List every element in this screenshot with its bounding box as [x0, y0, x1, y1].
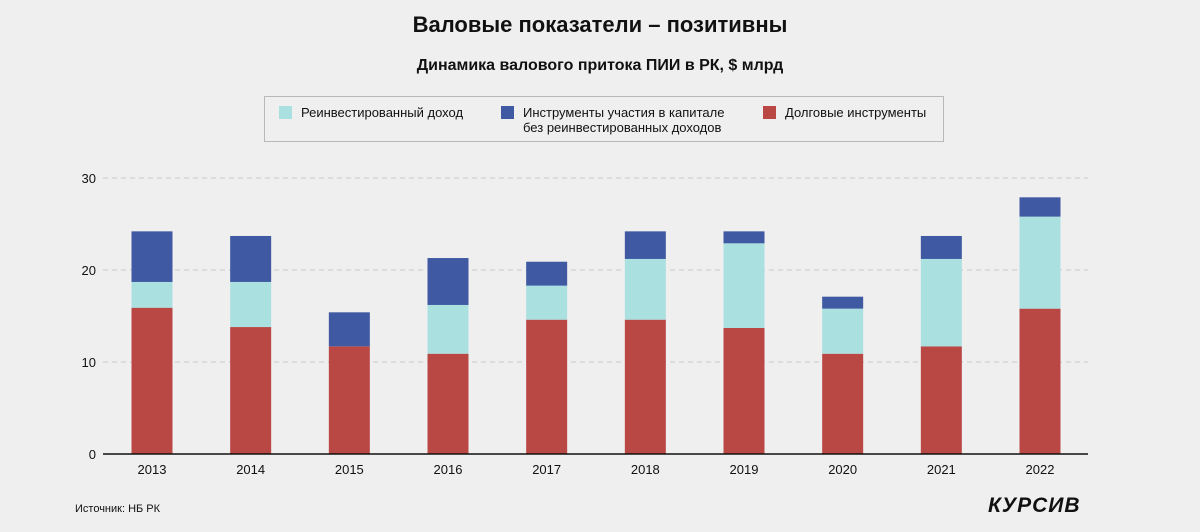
x-tick-label: 2018	[631, 462, 660, 477]
y-tick-label: 30	[82, 171, 96, 186]
bar-segment	[230, 327, 272, 454]
legend: Реинвестированный доход Инструменты учас…	[264, 96, 944, 142]
bar-segment	[723, 231, 765, 244]
bar-segment	[526, 319, 568, 454]
bar-segment	[822, 353, 864, 454]
logo: КУРСИВ	[988, 494, 1081, 517]
bar-segment	[230, 235, 272, 282]
bar-segment	[822, 296, 864, 309]
legend-label-line: Инструменты участия в капитале	[523, 105, 725, 120]
bar-segment	[624, 319, 666, 454]
x-tick-label: 2022	[1026, 462, 1055, 477]
x-tick-label: 2017	[532, 462, 561, 477]
legend-swatch	[763, 106, 776, 119]
bar-segment	[920, 258, 962, 347]
x-tick-label: 2016	[434, 462, 463, 477]
legend-label-line: без реинвестированных доходов	[523, 120, 722, 135]
bar-segment	[427, 304, 469, 354]
legend-label: Реинвестированный доход	[301, 105, 464, 120]
bar-segment	[1019, 216, 1061, 309]
bar-segment	[328, 312, 370, 347]
x-tick-label: 2020	[828, 462, 857, 477]
bar-segment	[131, 231, 173, 282]
bar-segment	[723, 327, 765, 454]
bar-segment	[131, 281, 173, 308]
bar-segment	[526, 285, 568, 320]
bar-segment	[230, 281, 272, 328]
legend-swatch	[279, 106, 292, 119]
legend-label: Долговые инструменты	[785, 105, 927, 120]
bar-segment	[427, 353, 469, 454]
x-tick-label: 2019	[730, 462, 759, 477]
bar-segment	[920, 346, 962, 454]
bar-segment	[920, 235, 962, 259]
bar-segment	[624, 258, 666, 320]
x-tick-label: 2015	[335, 462, 364, 477]
bar-segment	[1019, 197, 1061, 217]
x-tick-label: 2013	[138, 462, 167, 477]
bar-segment	[723, 243, 765, 328]
bar-segment	[624, 231, 666, 259]
bar-segment	[526, 261, 568, 286]
x-tick-label: 2014	[236, 462, 265, 477]
legend-swatch	[501, 106, 514, 119]
chart-title: Динамика валового притока ПИИ в РК, $ мл…	[416, 57, 784, 74]
y-tick-label: 20	[82, 263, 96, 278]
page-title: Валовые показатели – позитивны	[412, 12, 788, 37]
bar-segment	[131, 307, 173, 454]
bar-segment	[822, 308, 864, 354]
bar-segment	[328, 346, 370, 454]
bar-segment	[427, 258, 469, 305]
bar-segment	[1019, 308, 1061, 454]
x-tick-label: 2021	[927, 462, 956, 477]
y-tick-label: 10	[82, 355, 96, 370]
source-note: Источник: НБ РК	[75, 503, 161, 515]
legend-label: Инструменты участия в капитале без реинве…	[523, 105, 724, 135]
y-tick-label: 0	[89, 447, 96, 462]
